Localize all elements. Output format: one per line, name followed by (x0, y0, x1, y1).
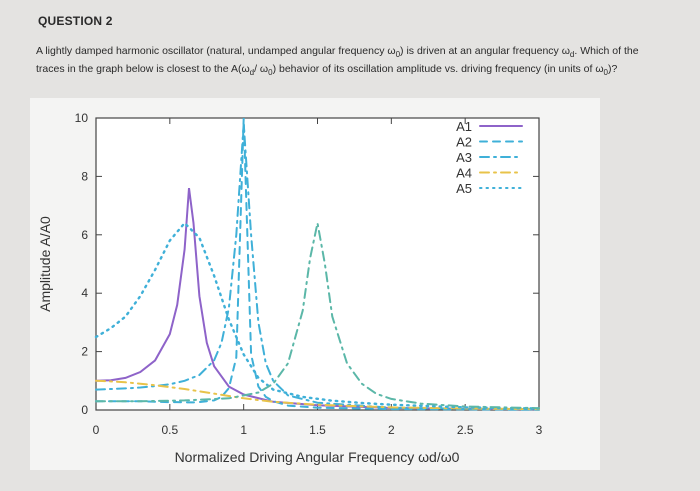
series-line-a6 (95, 222, 540, 410)
x-tick-label: 1 (240, 423, 247, 437)
question-line-2: traces in the graph below is closest to … (36, 63, 618, 78)
x-tick-label: 0 (93, 423, 100, 437)
series-line-a5 (94, 221, 541, 410)
x-tick-label: 1.5 (309, 423, 326, 437)
y-tick-label: 4 (81, 286, 88, 300)
question-heading: QUESTION 2 (38, 14, 113, 28)
y-axis-label: Amplitude A/A0 (37, 216, 53, 312)
y-tick-label: 2 (81, 345, 88, 359)
legend-label-a3: A3 (456, 150, 472, 165)
plot-frame (95, 117, 540, 411)
legend-label-a1: A1 (456, 119, 472, 134)
question-line-1: A lightly damped harmonic oscillator (na… (36, 45, 639, 60)
y-tick-label: 0 (81, 403, 88, 417)
question-text: A lightly damped harmonic oscillator (na… (36, 44, 676, 80)
legend-label-a4: A4 (456, 166, 472, 181)
x-tick-label: 0.5 (161, 423, 178, 437)
y-tick-label: 10 (75, 111, 89, 125)
series-line-a4 (95, 379, 540, 411)
x-tick-label: 2.5 (457, 423, 474, 437)
x-tick-label: 3 (536, 423, 543, 437)
plot-lines (94, 117, 541, 411)
series-line-a3 (95, 123, 540, 411)
legend-label-a2: A2 (456, 135, 472, 150)
x-axis-label: Normalized Driving Angular Frequency ωd/… (175, 449, 460, 465)
y-tick-label: 8 (81, 169, 88, 183)
y-tick-label: 6 (81, 228, 88, 242)
legend-label-a5: A5 (456, 181, 472, 196)
x-tick-label: 2 (388, 423, 395, 437)
series-line-a2 (95, 117, 540, 411)
